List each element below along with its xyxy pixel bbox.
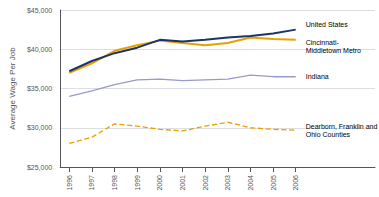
svg-text:Ohio Counties: Ohio Counties [306, 131, 351, 138]
svg-text:2001: 2001 [179, 175, 186, 191]
svg-text:$45,000: $45,000 [27, 7, 52, 14]
svg-text:$35,000: $35,000 [27, 85, 52, 92]
svg-text:1996: 1996 [66, 175, 73, 191]
svg-text:2003: 2003 [224, 175, 231, 191]
svg-text:1998: 1998 [111, 175, 118, 191]
svg-text:$30,000: $30,000 [27, 124, 52, 131]
svg-text:$25,000: $25,000 [27, 164, 52, 171]
svg-text:Middletown Metro: Middletown Metro [306, 47, 361, 54]
svg-text:$40,000: $40,000 [27, 46, 52, 53]
svg-text:1999: 1999 [134, 175, 141, 191]
svg-text:Indiana: Indiana [306, 73, 329, 80]
svg-text:2002: 2002 [202, 175, 209, 191]
svg-text:Average Wage Per Job: Average Wage Per Job [8, 47, 17, 130]
svg-text:Cincinnati-: Cincinnati- [306, 39, 340, 46]
svg-text:1997: 1997 [88, 175, 95, 191]
svg-text:2000: 2000 [156, 175, 163, 191]
svg-text:United States: United States [306, 21, 349, 28]
svg-text:Dearborn, Franklin and: Dearborn, Franklin and [306, 123, 378, 130]
svg-text:2006: 2006 [292, 175, 299, 191]
svg-text:2005: 2005 [270, 175, 277, 191]
svg-text:2004: 2004 [247, 175, 254, 191]
